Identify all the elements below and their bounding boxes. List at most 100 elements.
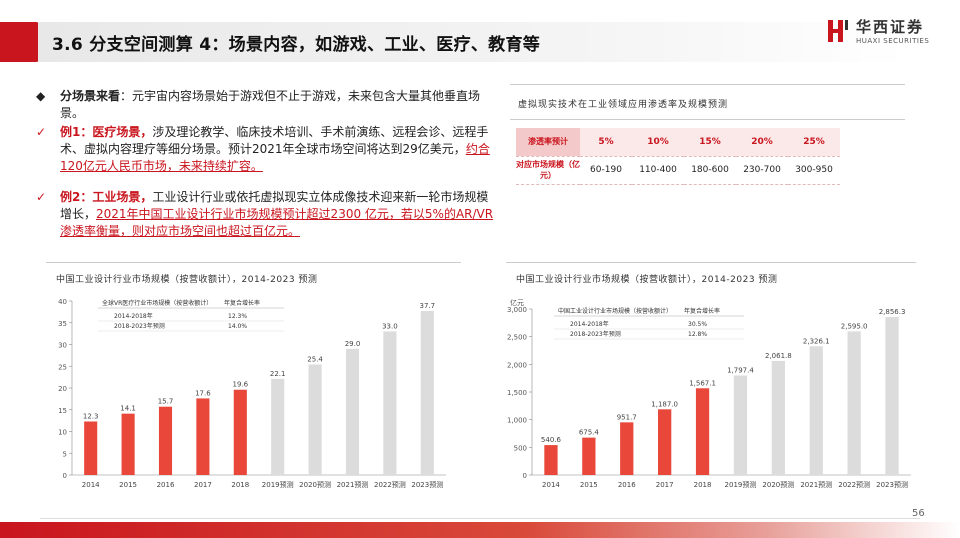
vr-medical-chart-panel: 中国工业设计行业市场规模（按营收额计），2014-2023 预测 0 5 10 15 2…: [46, 262, 461, 500]
table-cell: 60-190: [580, 156, 632, 185]
chart-title: 中国工业设计行业市场规模（按营收额计），2014-2023 预测: [56, 275, 318, 285]
table-cell: 10%: [632, 128, 684, 157]
table-cell: 25%: [788, 128, 840, 157]
legend-row-value: 14.0%: [228, 323, 247, 330]
legend-row-label: 2018-2023年预测: [114, 322, 165, 330]
bar: [620, 422, 634, 475]
data-label: 951.7: [617, 413, 637, 421]
bar: [658, 409, 672, 475]
page-number: 56: [912, 508, 925, 519]
table-title: 虚拟现实技术在工业领域应用渗透率及规模预测: [510, 84, 905, 120]
table-cell: 20%: [736, 128, 788, 157]
x-tick-label: 2020预测: [762, 480, 794, 489]
x-tick-label: 2023预测: [411, 480, 443, 489]
bullet-head: 例1：医疗场景，: [60, 125, 153, 139]
y-tick-label: 35: [58, 320, 67, 328]
data-label: 2,061.8: [765, 352, 792, 360]
data-label: 2,595.0: [841, 322, 868, 330]
y-tick-label: 30: [58, 342, 67, 350]
bullet-overview: ◆ 分场景来看：元宇宙内容场景始于游戏但不止于游戏，未来包含大量其他垂直场景。: [36, 89, 481, 120]
x-tick-label: 2022预测: [838, 480, 870, 489]
bar: [847, 331, 861, 475]
bar: [544, 445, 558, 475]
bullet-text: 工业设计行业或依托虚拟现实立体成像技术迎来新一轮市场规模增长，: [60, 190, 489, 221]
y-tick-label: 15: [58, 407, 67, 415]
chart-title: 中国工业设计行业市场规模（按营收额计），2014-2023 预测: [516, 275, 778, 285]
logo-name-cn: 华西证券: [856, 18, 925, 36]
data-label: 29.0: [345, 340, 361, 348]
x-tick-label: 2022预测: [374, 480, 406, 489]
y-tick-label: 10: [58, 429, 67, 437]
table-cell: 300-950: [788, 156, 840, 185]
x-tick-label: 2018: [231, 481, 249, 489]
x-tick-label: 2023预测: [876, 480, 908, 489]
x-tick-label: 2021预测: [337, 480, 369, 489]
table-row-label: 对应市场规模（亿元）: [516, 156, 580, 185]
bar: [345, 348, 360, 475]
data-label: 1,567.1: [689, 379, 716, 387]
bullet-text: 涉及理论教学、临床技术培训、手术前演练、远程会诊、远程手术、虚拟内容理疗等细分场…: [60, 125, 489, 156]
bar: [809, 346, 823, 475]
bar: [733, 375, 748, 475]
bar: [695, 388, 710, 475]
bar: [121, 413, 135, 475]
y-tick-label: 2,000: [507, 361, 527, 369]
x-tick-label: 2014: [82, 481, 100, 489]
bullet-text: 元宇宙内容场景始于游戏但不止于游戏，未来包含大量其他垂直场景。: [60, 89, 481, 120]
y-tick-label: 25: [58, 363, 67, 371]
bar: [383, 331, 397, 475]
data-label: 33.0: [382, 322, 398, 330]
table-row-label: 渗透率预计: [516, 128, 580, 157]
legend-row-value: 12.3%: [228, 313, 247, 320]
data-label: 12.3: [83, 412, 99, 420]
bar: [885, 316, 899, 475]
table-row: 对应市场规模（亿元） 60-190 110-400 180-600 230-70…: [516, 156, 840, 185]
y-tick-label: 0: [63, 472, 67, 480]
x-tick-label: 2015: [119, 481, 137, 489]
table-cell: 230-700: [736, 156, 788, 185]
data-label: 25.4: [307, 356, 323, 364]
x-tick-label: 2021预测: [800, 480, 832, 489]
y-tick-label: 0: [523, 472, 527, 480]
bullet-head: 例2：工业场景，: [60, 190, 153, 204]
data-label: 14.1: [120, 405, 136, 413]
y-tick-label: 2,500: [507, 334, 527, 342]
y-tick-label: 500: [514, 444, 527, 452]
y-tick-label: 40: [58, 298, 67, 306]
data-label: 2,326.1: [803, 337, 830, 345]
x-tick-label: 2019预测: [725, 480, 757, 489]
y-tick-label: 5: [63, 450, 67, 458]
x-tick-label: 2020预测: [299, 480, 331, 489]
bar: [308, 364, 322, 475]
data-label: 675.4: [579, 429, 600, 437]
legend-row-label: 2014-2018年: [114, 312, 153, 320]
bar: [771, 360, 785, 475]
table-cell: 180-600: [684, 156, 736, 185]
x-tick-label: 2016: [157, 481, 175, 489]
check-bullet-icon: ✓: [36, 125, 47, 139]
bar: [582, 437, 596, 475]
data-label: 1,797.4: [727, 367, 754, 375]
x-tick-label: 2016: [618, 481, 636, 489]
x-tick-label: 2015: [580, 481, 598, 489]
legend-row-value: 12.8%: [688, 331, 707, 338]
data-label: 1,187.0: [651, 400, 678, 408]
bullet-medical: ✓ 例1：医疗场景，涉及理论教学、临床技术培训、手术前演练、远程会诊、远程手术、…: [36, 124, 496, 175]
penetration-table: 渗透率预计 5% 10% 15% 20% 25% 对应市场规模（亿元） 60-1…: [516, 128, 840, 185]
y-axis-label: 亿元: [510, 298, 524, 307]
y-tick-label: 20: [58, 385, 67, 393]
data-label: 540.6: [541, 436, 562, 444]
data-label: 15.7: [158, 398, 174, 406]
legend-row-label: 2014-2018年: [570, 320, 609, 328]
data-label: 19.6: [233, 381, 249, 389]
x-tick-label: 2017: [194, 481, 212, 489]
bar: [158, 406, 173, 475]
bullet-list: ◆ 分场景来看：元宇宙内容场景始于游戏但不止于游戏，未来包含大量其他垂直场景。 …: [36, 88, 496, 242]
table-row: 渗透率预计 5% 10% 15% 20% 25%: [516, 128, 840, 157]
data-label: 17.6: [195, 389, 211, 397]
x-tick-label: 2019预测: [262, 480, 294, 489]
title-bar: 3.6 分支空间测算 4：场景内容，如游戏、工业、医疗、教育等: [38, 22, 908, 62]
bar-chart: 0 5 10 15 20 25 30 35 40 12.3 2014 14.1 2015 15.7 2016…: [58, 298, 446, 489]
bullet-industrial: ✓ 例2：工业场景，工业设计行业或依托虚拟现实立体成像技术迎来新一轮市场规模增长…: [36, 189, 496, 240]
